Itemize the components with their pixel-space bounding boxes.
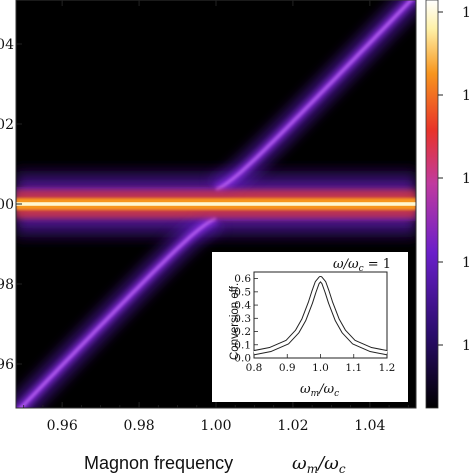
- inset-y-tick-label: 0.5: [234, 286, 251, 298]
- band-core: [16, 202, 416, 206]
- colorbar-ticks: 1 1 1 1 1: [438, 5, 471, 354]
- x-axis: 0.96 0.98 1.00 1.02 1.04: [23, 0, 409, 434]
- y-tick-label: 02: [0, 117, 14, 133]
- colorbar-tick-label: 1: [462, 88, 471, 104]
- colorbar-tick-label: 1: [462, 5, 471, 21]
- x-tick-label: 1.00: [200, 418, 231, 434]
- inset-plot: ω/ωc = 1 0.8 0.9 1.0 1.1 1.20.00.10.20.30.40…: [212, 252, 408, 402]
- inset-axes: 0.8 0.9 1.0 1.1 1.2 0.0 0.10.20.30.4 0.50.6: [234, 273, 395, 374]
- inset-frame: [253, 271, 388, 359]
- inset-title: ω/ωc = 1: [333, 257, 391, 274]
- heatmap-panel: 0.96 0.98 1.00 1.02 1.04 04 02 00 98 96: [0, 0, 417, 434]
- inset-y-tick-label: 0.2: [234, 326, 251, 338]
- inset-x-label: ωm/ωc: [300, 382, 339, 399]
- inset-y-tick-label: 0.0: [234, 353, 251, 365]
- upper-right-branch-core: [215, 0, 414, 192]
- colorbar-tick-label: 1: [462, 255, 471, 271]
- inset-x-tick-label: 1.0: [312, 362, 329, 374]
- inset-y-tick-label: 0.6: [234, 273, 251, 285]
- inset-y-tick-label: 0.4: [234, 300, 251, 312]
- colorbar-gradient: [425, 0, 439, 409]
- y-tick-label: 98: [0, 277, 14, 293]
- inset-y-tick-label: 0.3: [234, 313, 251, 325]
- y-tick-label: 96: [0, 357, 14, 373]
- colorbar-tick-label: 1: [462, 338, 471, 354]
- inset-y-label: Conversion eff.: [229, 283, 241, 360]
- colorbar-tick-label: 1: [462, 171, 471, 187]
- colorbar: 1 1 1 1 1: [425, 0, 471, 409]
- heatmap-layer: [16, 0, 416, 408]
- x-tick-label: 0.96: [47, 418, 78, 434]
- x-tick-label: 1.04: [354, 418, 385, 434]
- x-axis-label: Magnon frequency: [84, 453, 233, 473]
- inset-x-tick-label: 0.8: [246, 362, 263, 374]
- y-axis: 04 02 00 98 96: [0, 37, 22, 373]
- x-tick-label: 0.98: [123, 418, 154, 434]
- inset-y-tick-label: 0.1: [234, 339, 251, 351]
- x-axis-label-math: ωm/ωc: [292, 453, 346, 474]
- inset-x-tick-label: 1.2: [379, 362, 396, 374]
- x-tick-label: 1.02: [277, 418, 308, 434]
- inset-x-tick-label: 1.1: [345, 362, 362, 374]
- inset-x-tick-label: 0.9: [279, 362, 296, 374]
- y-tick-label: 00: [0, 197, 14, 213]
- conversion-efficiency-line: [253, 277, 388, 355]
- y-tick-label: 04: [0, 37, 14, 53]
